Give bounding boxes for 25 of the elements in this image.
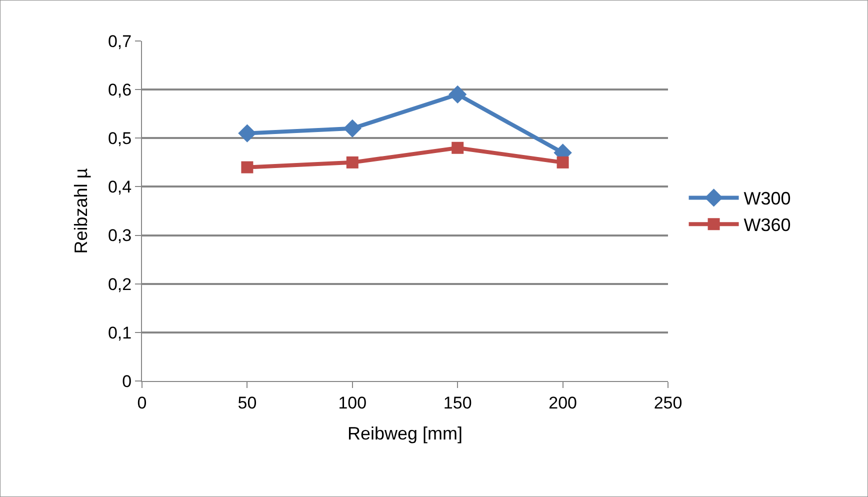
legend-label: W360 (744, 215, 791, 236)
x-tick-label: 200 (548, 393, 577, 412)
y-tick-label: 0,2 (108, 274, 132, 294)
y-tick-label: 0,1 (108, 323, 132, 342)
y-tick-label: 0,5 (108, 129, 132, 148)
y-axis-title: Reibzahl µ (71, 168, 92, 254)
legend-label: W300 (744, 188, 791, 209)
point (556, 156, 569, 168)
point (346, 156, 358, 168)
point (343, 119, 362, 138)
y-tick-label: 0,3 (108, 226, 132, 246)
point (241, 161, 254, 174)
point (452, 142, 464, 154)
x-tick-label: 50 (238, 393, 257, 412)
x-tick-label: 100 (338, 393, 367, 412)
y-tick-label: 0,7 (108, 32, 132, 51)
x-axis-title: Reibweg [mm] (347, 424, 463, 444)
x-tick-label: 250 (654, 393, 682, 412)
point (448, 85, 467, 104)
y-tick-label: 0,6 (108, 80, 132, 100)
x-tick-label: 0 (137, 393, 147, 412)
y-tick-label: 0,4 (108, 178, 132, 197)
x-tick-label: 150 (443, 393, 472, 412)
y-tick-label: 0 (122, 372, 132, 391)
point (238, 124, 256, 142)
